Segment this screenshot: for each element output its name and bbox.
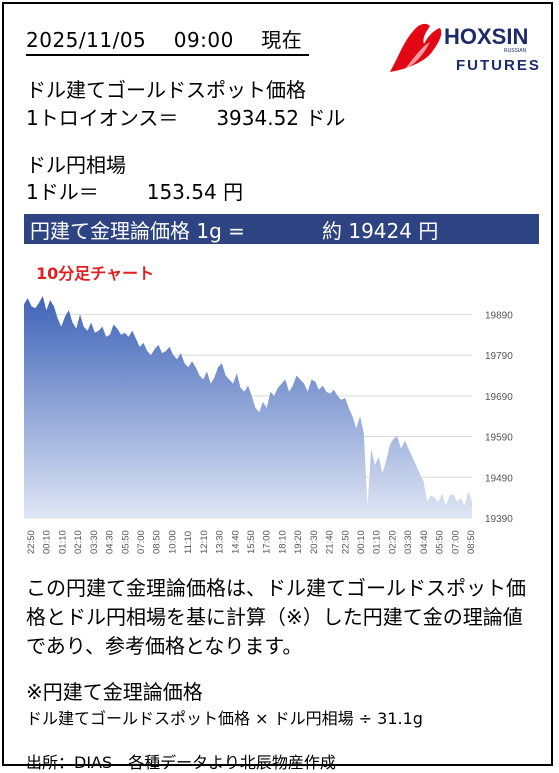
x-tick-label: 13:30	[215, 530, 226, 554]
formula-text: ドル建てゴールドスポット価格 × ドル円相場 ÷ 31.1g	[26, 709, 423, 728]
x-tick-label: 08:50	[466, 530, 477, 554]
x-tick-label: 18:10	[277, 530, 288, 554]
x-tick-label: 07:00	[136, 530, 147, 554]
logo-sub: FUTURES	[456, 57, 541, 74]
description-text: この円建て金理論価格は、ドル建てゴールドスポット価格とドル円相場を基に計算（※）…	[26, 576, 526, 658]
y-tick-label: 19890	[485, 310, 513, 321]
x-tick-label: 00:10	[356, 530, 367, 554]
x-tick-label: 22:50	[340, 530, 351, 554]
y-tick-label: 19490	[485, 473, 513, 484]
x-tick-label: 12:10	[199, 530, 210, 554]
x-tick-label: 02:20	[387, 530, 398, 554]
x-tick-label: 22:50	[26, 530, 37, 554]
formula-title: ※円建て金理論価格	[26, 680, 203, 704]
x-tick-label: 14:40	[230, 530, 241, 554]
x-tick-label: 21:40	[325, 530, 336, 554]
x-tick-label: 15:50	[246, 530, 257, 554]
x-tick-label: 17:00	[262, 530, 273, 554]
y-tick-label: 19790	[485, 351, 513, 362]
gold-price-line: 1トロイオンス＝ 3934.52 ドル	[26, 102, 345, 131]
time-text: 09:00	[173, 28, 234, 52]
x-tick-label: 11:10	[183, 531, 194, 554]
x-tick-label: 05:50	[435, 530, 446, 554]
chart-title: 10分足チャート	[36, 264, 155, 283]
logo-mark	[390, 23, 442, 72]
fx-currency: 円	[223, 180, 244, 204]
x-tick-label: 03:30	[403, 530, 414, 554]
x-tick-label: 19:20	[293, 530, 304, 554]
x-tick-label: 07:00	[450, 530, 461, 554]
logo-tiny-text: RUSSIAN	[504, 48, 527, 54]
as-of-label: 現在	[261, 28, 303, 52]
theoretical-price-banner: 円建て金理論価格 1g = 約 19424 円	[24, 214, 539, 244]
fx-title: ドル円相場	[26, 153, 126, 177]
gold-price-value: 3934.52	[216, 106, 300, 130]
banner-value: 約 19424 円	[322, 218, 439, 243]
x-tick-label: 01:10	[57, 530, 68, 554]
x-tick-label: 08:50	[152, 530, 163, 554]
fx-rate-line: 1ドル＝ 153.54 円	[26, 176, 243, 205]
x-tick-label: 01:10	[372, 530, 383, 554]
x-tick-label: 03:30	[89, 530, 100, 554]
source-text: 出所：DIAS 各種データより北辰物産作成	[26, 753, 336, 772]
banner-label: 円建て金理論価格 1g =	[30, 218, 245, 243]
logo-mark-highlight	[404, 42, 430, 70]
y-tick-label: 19390	[485, 514, 513, 525]
x-tick-label: 05:50	[120, 530, 131, 554]
date-text: 2025/11/05	[26, 28, 147, 52]
gold-title: ドル建てゴールドスポット価格	[26, 78, 306, 102]
gold-currency: ドル	[305, 106, 346, 130]
y-tick-label: 19590	[485, 433, 513, 444]
x-axis-ticks: 22:50 00:10 01:10 02:10 03:30 04:30 05:50 07:00…	[26, 530, 477, 554]
fx-unit-label: 1ドル＝	[26, 180, 99, 204]
gold-unit-label: 1トロイオンス＝	[26, 106, 179, 130]
price-area-series	[24, 296, 472, 518]
x-tick-label: 10:00	[167, 530, 178, 554]
logo-name: HOXSIN	[444, 24, 528, 49]
x-tick-label: 04:40	[419, 530, 430, 554]
y-tick-label: 19690	[485, 392, 513, 403]
x-tick-label: 20:30	[309, 530, 320, 554]
x-tick-label: 04:30	[105, 530, 116, 554]
hoxsin-futures-logo: HOXSIN RUSSIAN FUTURES	[390, 23, 541, 74]
y-axis-ticks: 19390 19490 19590 19690 19790 19890	[485, 310, 513, 525]
x-tick-label: 02:10	[73, 530, 84, 554]
fx-rate-value: 153.54	[146, 180, 217, 204]
datetime-header: 2025/11/05 09:00 現在	[26, 24, 310, 56]
x-tick-label: 00:10	[42, 530, 53, 554]
price-area-chart: 19390 19490 19590 19690 19790 19890 22:50 00:1…	[24, 286, 539, 568]
